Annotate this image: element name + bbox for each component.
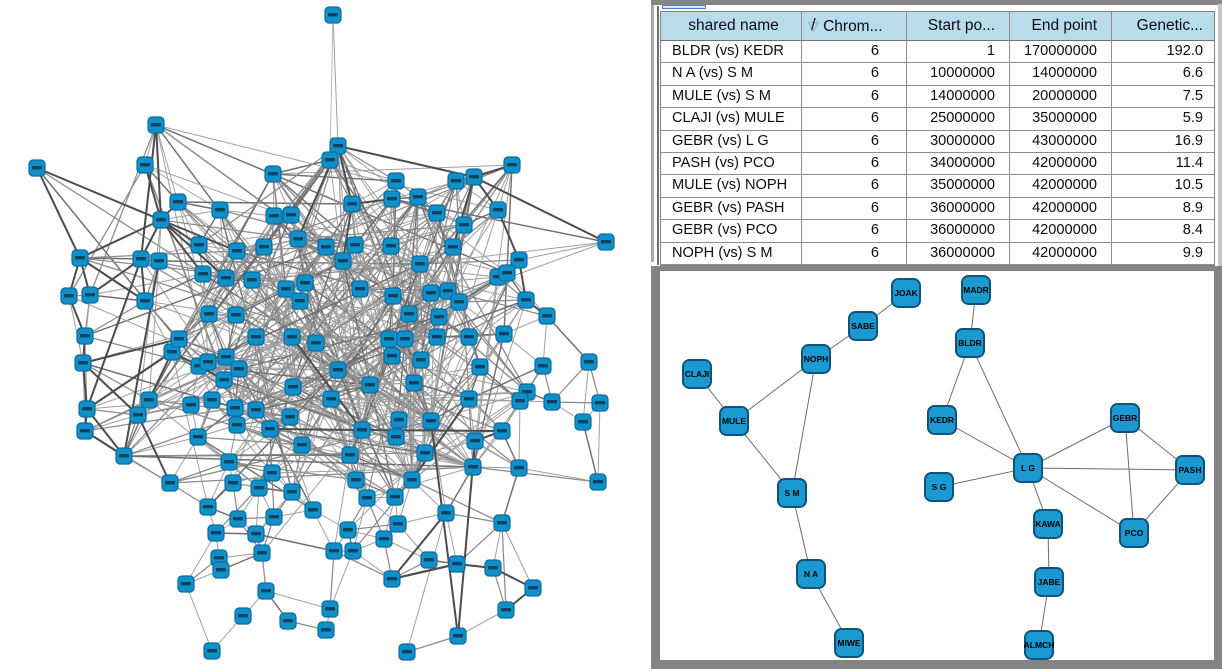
- svg-text:JOAK: JOAK: [894, 288, 918, 298]
- svg-text:KEDR: KEDR: [930, 415, 954, 425]
- svg-text:ALMCH: ALMCH: [1024, 640, 1055, 650]
- svg-text:KAWA: KAWA: [1035, 519, 1061, 529]
- svg-text:S G: S G: [932, 482, 947, 492]
- svg-text:JABE: JABE: [1038, 577, 1061, 587]
- svg-text:N A: N A: [804, 569, 818, 579]
- svg-text:L G: L G: [1021, 463, 1035, 473]
- svg-text:GEBR: GEBR: [1113, 413, 1138, 423]
- svg-text:S M: S M: [784, 488, 799, 498]
- svg-text:MADR: MADR: [963, 285, 989, 295]
- svg-text:SABE: SABE: [851, 321, 875, 331]
- svg-text:BLDR: BLDR: [958, 338, 982, 348]
- svg-text:CLAJI: CLAJI: [685, 369, 710, 379]
- svg-text:MIWE: MIWE: [837, 638, 860, 648]
- svg-text:PASH: PASH: [1179, 465, 1202, 475]
- svg-text:NOPH: NOPH: [804, 354, 829, 364]
- svg-text:PCO: PCO: [1125, 528, 1144, 538]
- svg-text:MULE: MULE: [722, 416, 746, 426]
